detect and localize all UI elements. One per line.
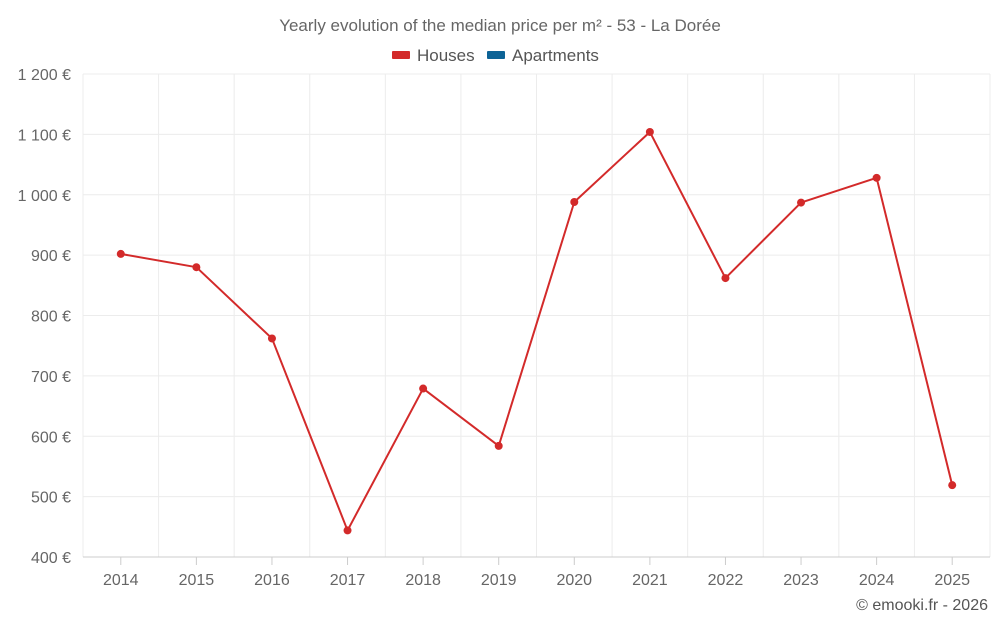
legend-label-apartments: Apartments: [512, 46, 599, 65]
legend: Houses Apartments: [392, 46, 599, 65]
x-tick-label: 2015: [179, 572, 215, 589]
x-tick-label: 2017: [330, 572, 366, 589]
chart-title: Yearly evolution of the median price per…: [279, 16, 721, 35]
x-tick-label: 2024: [859, 572, 895, 589]
y-tick-label: 800 €: [31, 309, 71, 326]
y-tick-label: 400 €: [31, 550, 71, 567]
y-tick-label: 1 200 €: [18, 67, 71, 84]
data-point-houses[interactable]: [797, 198, 806, 207]
legend-swatch-houses: [392, 51, 410, 59]
data-point-houses[interactable]: [494, 441, 503, 450]
data-point-houses[interactable]: [343, 526, 352, 535]
data-point-houses[interactable]: [192, 263, 201, 272]
data-point-houses[interactable]: [570, 197, 579, 206]
x-tick-label: 2014: [103, 572, 139, 589]
legend-item-houses[interactable]: Houses: [392, 46, 475, 65]
series-layer: [116, 127, 957, 535]
series-line-houses: [120, 130, 954, 532]
y-tick-label: 900 €: [31, 248, 71, 265]
y-tick-label: 500 €: [31, 490, 71, 507]
data-point-houses[interactable]: [721, 274, 730, 283]
x-tick-label: 2016: [254, 572, 290, 589]
legend-item-apartments[interactable]: Apartments: [487, 46, 599, 65]
data-point-houses[interactable]: [948, 481, 957, 490]
x-tick-label: 2019: [481, 572, 517, 589]
legend-swatch-apartments: [487, 51, 505, 59]
data-point-houses[interactable]: [645, 127, 654, 136]
grid: [82, 73, 991, 557]
legend-label-houses: Houses: [417, 46, 475, 65]
y-tick-label: 700 €: [31, 369, 71, 386]
x-tick-label: 2018: [405, 572, 441, 589]
x-tick-label: 2023: [783, 572, 819, 589]
credit-text: © emooki.fr - 2026: [856, 597, 988, 614]
data-point-houses[interactable]: [116, 249, 125, 258]
y-tick-label: 1 000 €: [18, 188, 71, 205]
data-point-houses[interactable]: [872, 173, 881, 182]
data-point-houses[interactable]: [267, 334, 276, 343]
x-tick-label: 2020: [556, 572, 592, 589]
y-tick-label: 1 100 €: [18, 127, 71, 144]
data-point-houses[interactable]: [419, 384, 428, 393]
x-tick-label: 2021: [632, 572, 668, 589]
y-tick-label: 600 €: [31, 429, 71, 446]
x-tick-label: 2025: [934, 572, 970, 589]
y-axis: 400 € 500 € 600 € 700 € 800 € 900 € 1 000 € 1 1…: [18, 67, 71, 567]
x-tick-label: 2022: [708, 572, 744, 589]
x-axis: 2014 2015 2016 2017 2018 2019 2020 2021 2022 2023…: [83, 556, 990, 589]
